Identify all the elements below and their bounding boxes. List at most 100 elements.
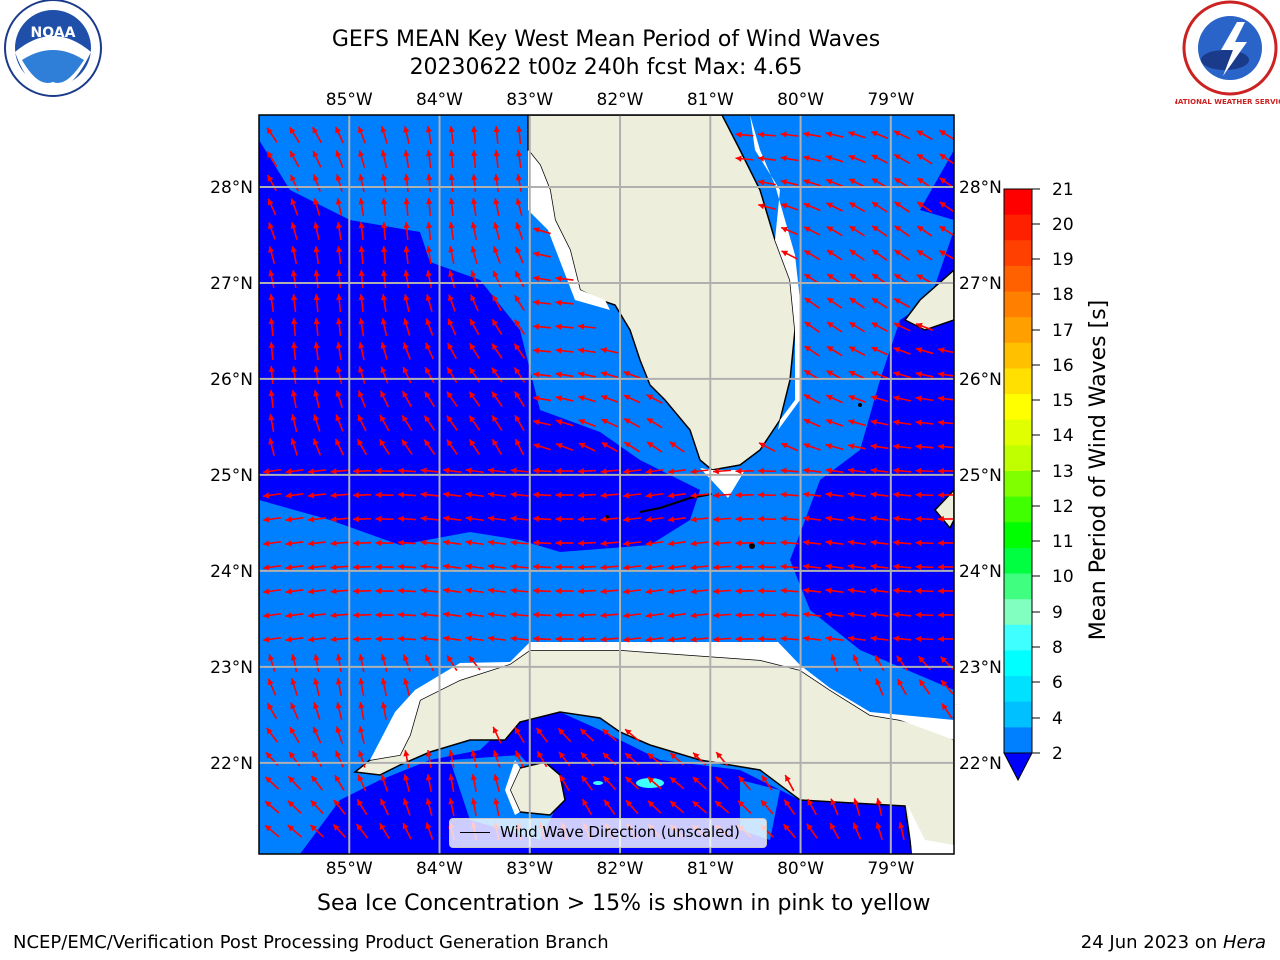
wind-arrow-head [896, 655, 903, 663]
wind-arrow-head [357, 774, 364, 782]
lon-tick-label-bottom: 85°W [326, 859, 373, 879]
wind-arrow-head [420, 539, 427, 546]
wind-arrow-head [893, 443, 900, 450]
wind-arrow-head [470, 294, 477, 302]
wind-arrow-head [668, 516, 675, 523]
wind-arrow-head [425, 798, 432, 805]
wind-arrow-head [871, 370, 878, 377]
wind-arrow-head [356, 823, 363, 831]
wind-arrow-head [916, 130, 924, 137]
wind-arrow-head [448, 270, 455, 277]
wind-arrow-head [893, 491, 900, 498]
wind-arrow-head [358, 294, 365, 301]
wind-arrow-head [848, 635, 855, 642]
wind-arrow-head [758, 467, 764, 475]
wind-arrow-head [713, 564, 720, 571]
wind-arrow-head [804, 274, 812, 280]
wind-arrow-head [403, 150, 410, 157]
wind-arrow-head [290, 390, 298, 397]
wind-arrow-head [470, 319, 476, 326]
wind-arrow-head [803, 563, 810, 570]
wind-arrow-head [289, 751, 296, 759]
wind-arrow-head [690, 540, 697, 547]
wind-arrow-head [871, 178, 879, 185]
wind-arrow-head [803, 539, 810, 546]
wind-arrow-head [448, 750, 455, 757]
wind-arrow-head [353, 539, 359, 547]
wind-arrow-head [804, 297, 812, 304]
wind-arrow-head [491, 367, 498, 375]
map-border [258, 114, 955, 855]
wind-arrow-head [780, 539, 787, 546]
wind-arrow-head [358, 150, 365, 157]
lon-tick-label-top: 81°W [687, 90, 734, 110]
wind-arrow-head [358, 750, 364, 758]
wind-arrow-head [578, 636, 585, 643]
wind-arrow-head [915, 563, 922, 571]
wind-arrow-head [330, 492, 337, 499]
wind-arrow-head [938, 443, 945, 450]
wind-arrow-head [311, 775, 318, 783]
land-buffer-south [908, 806, 954, 854]
wind-arrow-head [555, 419, 563, 426]
wind-arrow-head [335, 654, 343, 661]
wind-arrow-head [804, 394, 811, 401]
wind-arrow-head [735, 491, 742, 499]
wind-arrow-head [647, 800, 655, 808]
wind-arrow-head [375, 611, 382, 619]
wind-arrow-head [335, 222, 343, 229]
wind-arrow-head [267, 222, 274, 230]
wind-arrow-head [403, 126, 410, 133]
wind-arrow-head [623, 540, 630, 547]
wind-arrow-head [510, 611, 517, 618]
wind-arrow-head [510, 539, 517, 546]
wind-arrow-head [358, 726, 365, 733]
wind-arrow-head [915, 419, 922, 426]
footer-date-text: 24 Jun 2023 on [1080, 932, 1223, 953]
wind-arrow-head [555, 539, 562, 547]
lat-tick-label-right: 27°N [959, 274, 1002, 294]
wind-arrow-head [803, 587, 810, 594]
wind-arrow-head [285, 636, 292, 643]
wind-arrow-head [872, 273, 879, 280]
wind-arrow-head [578, 395, 585, 402]
wind-arrow-head [380, 150, 387, 157]
wind-arrow-head [870, 563, 877, 570]
wind-arrow-head [894, 154, 901, 161]
land-buffer-isle [505, 760, 520, 815]
wind-arrow-head [893, 346, 901, 353]
wind-arrow-head [758, 635, 764, 643]
wind-arrow-head [290, 654, 297, 661]
wind-arrow-head [448, 126, 455, 133]
wind-arrow-head [735, 539, 742, 547]
wind-arrow-head [330, 468, 337, 475]
wind-arrow-head [510, 587, 517, 594]
wind-arrow-head [469, 391, 476, 399]
wind-arrow-head [285, 564, 292, 571]
wind-arrow-head [379, 823, 386, 830]
wind-arrow-head [916, 250, 924, 256]
wind-arrow-head [285, 540, 292, 547]
wind-arrow-head [263, 468, 270, 475]
wind-arrow-head [893, 587, 900, 594]
wind-arrow-head [290, 246, 297, 253]
wind-arrow-head [425, 774, 432, 781]
wind-arrow-head [645, 468, 652, 475]
wind-arrow-head [803, 202, 811, 209]
wind-arrow-head [848, 587, 855, 594]
wind-arrow-head [871, 154, 879, 161]
wind-arrow-head [758, 515, 764, 523]
lon-tick-label-top: 85°W [326, 90, 373, 110]
wind-arrow-head [381, 222, 388, 229]
wind-arrow-head [578, 468, 585, 475]
lat-tick-label-left: 28°N [210, 178, 253, 198]
footer-host: Hera [1222, 932, 1266, 953]
wind-arrow-head [825, 131, 833, 138]
wind-arrow-head [715, 801, 722, 808]
wind-arrow-head [872, 249, 879, 256]
wind-arrow-head [308, 612, 315, 619]
wind-arrow-head [375, 467, 382, 475]
wind-arrow-head [555, 563, 562, 571]
wind-arrow-head [420, 491, 427, 498]
wind-arrow-head [420, 611, 427, 618]
